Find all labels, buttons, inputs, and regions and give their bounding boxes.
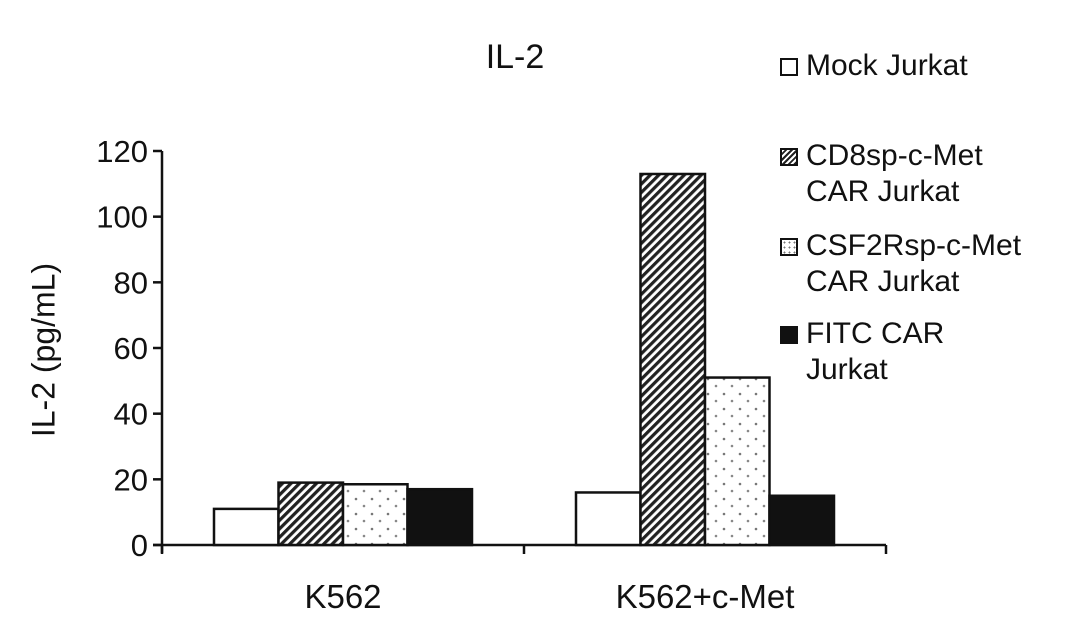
x-tick-label: K562 — [304, 578, 381, 615]
svg-text:100: 100 — [96, 200, 148, 235]
svg-text:20: 20 — [114, 462, 148, 497]
bar — [341, 483, 409, 547]
bars — [212, 172, 836, 547]
svg-text:40: 40 — [114, 397, 148, 432]
legend-label: FITC CAR Jurkat — [806, 317, 945, 386]
svg-text:0: 0 — [131, 528, 148, 563]
svg-text:120: 120 — [96, 134, 148, 169]
bar — [768, 494, 836, 547]
chart-title: IL-2 — [485, 38, 545, 76]
axes — [153, 149, 888, 554]
legend-item-mock: Mock Jurkat — [780, 48, 968, 84]
legend-item-cd8: CD8sp-c-Met CAR Jurkat — [780, 138, 983, 210]
bar — [406, 487, 474, 547]
legend-label: CSF2Rsp-c-Met CAR Jurkat — [806, 229, 1022, 298]
bar — [703, 376, 771, 547]
legend-swatch-white — [780, 58, 798, 76]
bar — [212, 507, 280, 547]
legend-swatch-dots — [780, 238, 798, 256]
bar — [574, 491, 642, 547]
legend-item-fitc: FITC CAR Jurkat — [780, 316, 944, 388]
legend-item-csf2r: CSF2Rsp-c-Met CAR Jurkat — [780, 228, 1021, 300]
legend-label: CD8sp-c-Met CAR Jurkat — [806, 139, 983, 208]
bar — [277, 481, 345, 547]
bar — [639, 172, 707, 547]
legend-label: Mock Jurkat — [806, 49, 968, 82]
x-tick-label: K562+c-Met — [616, 578, 795, 615]
legend-swatch-hatch — [780, 148, 798, 166]
axis-tick-labels: 0 20 40 60 80 100 120 K562 K562+c-Met — [96, 134, 794, 615]
svg-text:80: 80 — [114, 265, 148, 300]
legend-swatch-black — [780, 326, 798, 344]
svg-text:60: 60 — [114, 331, 148, 366]
